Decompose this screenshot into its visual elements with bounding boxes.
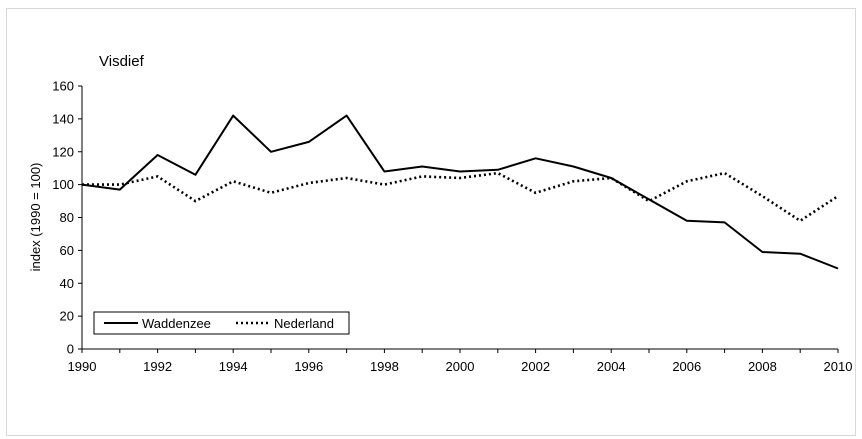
x-tick-label: 1994 [219, 359, 248, 374]
y-tick-label: 120 [52, 144, 74, 159]
legend: Waddenzee Nederland [93, 311, 350, 335]
y-axis-label: index (1990 = 100) [28, 163, 43, 272]
series-line-waddenzee [81, 114, 839, 270]
x-tick-label: 2006 [672, 359, 701, 374]
y-tick-label: 60 [60, 243, 74, 258]
x-tick-label: 1998 [370, 359, 399, 374]
x-tick-label: 2000 [446, 359, 475, 374]
legend-label-nederland: Nederland [274, 316, 334, 331]
axes: 0 20 40 60 80 100 120 140 160 1990 1992 1994 1996 199… [52, 79, 852, 375]
y-tick-label: 100 [52, 177, 74, 192]
series-layer [81, 114, 839, 270]
legend-label-waddenzee: Waddenzee [142, 316, 211, 331]
x-tick-label: 1996 [294, 359, 323, 374]
x-tick-label: 1992 [143, 359, 172, 374]
legend-box [93, 311, 350, 335]
chart-title: Visdief [99, 53, 145, 70]
series-line-nederland [82, 171, 839, 223]
y-tick-label: 140 [52, 111, 74, 126]
x-tick-label: 2004 [597, 359, 626, 374]
y-tick-label: 20 [60, 309, 74, 324]
x-tick-label: 2002 [521, 359, 550, 374]
y-tick-label: 40 [60, 276, 74, 291]
x-tick-label: 1990 [68, 359, 97, 374]
x-tick-label: 2010 [824, 359, 853, 374]
y-tick-label: 80 [60, 210, 74, 225]
y-tick-label: 160 [52, 79, 74, 94]
y-tick-label: 0 [67, 342, 74, 357]
x-tick-label: 2008 [748, 359, 777, 374]
